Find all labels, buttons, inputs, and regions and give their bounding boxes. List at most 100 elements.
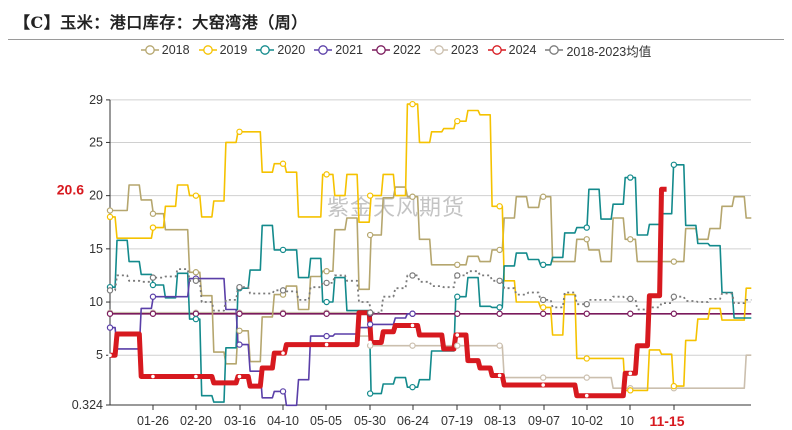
data-point-2018 — [366, 231, 374, 239]
data-point-2019 — [409, 100, 416, 108]
data-point-2019 — [149, 224, 157, 231]
data-point-2021 — [279, 388, 287, 395]
y-tick-label: 29 — [89, 93, 103, 107]
legend-label: 2022 — [393, 43, 421, 57]
legend-label: 2019 — [219, 43, 248, 57]
x-tick-label: 09-07 — [528, 414, 560, 428]
data-point-2024 — [324, 342, 329, 347]
data-point-2022 — [670, 310, 678, 317]
legend-marker-icon — [256, 45, 275, 55]
data-point-2020 — [279, 246, 287, 254]
data-point-2020 — [539, 261, 547, 269]
legend-label: 2018 — [161, 43, 190, 57]
legend-item-2019[interactable]: 2019 — [198, 41, 248, 59]
data-point-2022 — [583, 310, 590, 317]
legend-label: 2023 — [450, 43, 479, 57]
data-point-2018 — [409, 193, 416, 200]
legend-item-2021[interactable]: 2021 — [314, 41, 363, 59]
data-point-2018-2023均值 — [409, 272, 416, 279]
data-point-2019 — [454, 117, 461, 125]
data-point-2022 — [279, 310, 287, 317]
legend-marker-icon — [314, 45, 333, 55]
data-point-2018-2023均值 — [149, 274, 157, 281]
data-point-2018 — [539, 193, 547, 200]
data-point-2018-2023均值 — [323, 279, 330, 287]
data-point-2019 — [106, 213, 114, 221]
data-point-2018-2023均值 — [192, 277, 200, 284]
data-point-2018-2023均值 — [496, 277, 503, 284]
x-tick-label: 10 — [620, 414, 634, 428]
data-point-2024 — [108, 353, 112, 358]
legend-label: 2018-2023均值 — [566, 44, 652, 59]
data-point-2018-2023均值 — [583, 300, 590, 308]
series-line-2018-2023均值 — [110, 268, 752, 314]
x-tick-label: 02-20 — [180, 414, 212, 428]
legend-item-2024[interactable]: 2024 — [487, 41, 537, 59]
data-point-2022 — [106, 310, 114, 317]
data-point-2020 — [409, 383, 416, 391]
series-line-2024 — [110, 186, 667, 399]
legend: 2018 2019 2020 2021 2022 2023 2024 2018-2023均值 — [0, 41, 792, 59]
x-tick-label: 10-02 — [571, 414, 603, 428]
data-point-2022 — [539, 310, 547, 317]
x-tick-label: 05-05 — [310, 414, 342, 428]
data-point-2020 — [583, 224, 590, 231]
data-point-2023 — [496, 342, 503, 349]
data-point-2019 — [279, 160, 287, 167]
data-point-2022 — [236, 310, 243, 317]
legend-item-2018[interactable]: 2018 — [140, 41, 190, 59]
x-tick-label: 05-30 — [354, 414, 386, 428]
data-point-2018-2023均值 — [670, 293, 678, 300]
x-tick-label: 07-19 — [441, 414, 473, 428]
data-point-2019 — [236, 128, 243, 136]
data-point-2021 — [323, 332, 330, 340]
data-point-2019 — [366, 192, 374, 199]
x-highlight-label: 11-15 — [649, 413, 684, 429]
data-point-2019 — [496, 203, 503, 210]
x-tick-label: 01-26 — [137, 414, 169, 428]
legend-label: 2021 — [335, 43, 364, 57]
data-point-2019 — [670, 382, 678, 390]
legend-item-2020[interactable]: 2020 — [256, 41, 305, 59]
data-point-2021 — [366, 321, 374, 328]
data-point-2021 — [236, 341, 243, 348]
data-point-2022 — [454, 310, 461, 317]
legend-label: 2024 — [508, 43, 537, 57]
data-point-2019 — [323, 171, 330, 178]
series-line-2018 — [110, 184, 752, 365]
data-point-2020 — [670, 161, 678, 168]
data-point-2022 — [496, 310, 503, 317]
data-point-2018-2023均值 — [454, 272, 461, 279]
legend-marker-icon — [198, 45, 217, 55]
series-markers — [106, 100, 678, 398]
data-point-2023 — [409, 342, 416, 349]
data-point-2018 — [236, 327, 243, 334]
data-point-2020 — [366, 390, 374, 397]
data-point-2024 — [281, 351, 285, 355]
data-point-2019 — [539, 304, 547, 311]
data-point-2024 — [194, 374, 198, 379]
legend-item-2018-2023均值[interactable]: 2018-2023均值 — [545, 41, 651, 59]
chart-title: 【C】玉米：港口库存：大窑湾港（周） — [14, 13, 308, 32]
data-point-2019 — [192, 192, 200, 199]
data-point-2024 — [368, 340, 372, 345]
legend-marker-icon — [140, 45, 159, 55]
data-point-2024 — [410, 323, 415, 328]
legend-item-2022[interactable]: 2022 — [372, 41, 421, 59]
legend-marker-icon — [429, 45, 448, 55]
data-point-2019 — [583, 355, 590, 362]
data-point-2018 — [323, 267, 330, 275]
legend-marker-icon — [372, 45, 391, 55]
x-tick-label: 03-16 — [224, 414, 256, 428]
data-point-2020 — [627, 174, 634, 181]
y-tick-label: 10 — [89, 295, 103, 309]
data-point-2023 — [539, 374, 547, 381]
legend-item-2023[interactable]: 2023 — [429, 41, 479, 59]
data-point-2018 — [192, 269, 200, 276]
data-point-2022 — [149, 310, 157, 317]
data-point-2018-2023均值 — [366, 309, 374, 316]
data-point-2024 — [151, 374, 155, 379]
data-point-2024 — [628, 371, 633, 376]
data-point-2020 — [323, 298, 330, 306]
data-point-2018 — [627, 236, 634, 243]
